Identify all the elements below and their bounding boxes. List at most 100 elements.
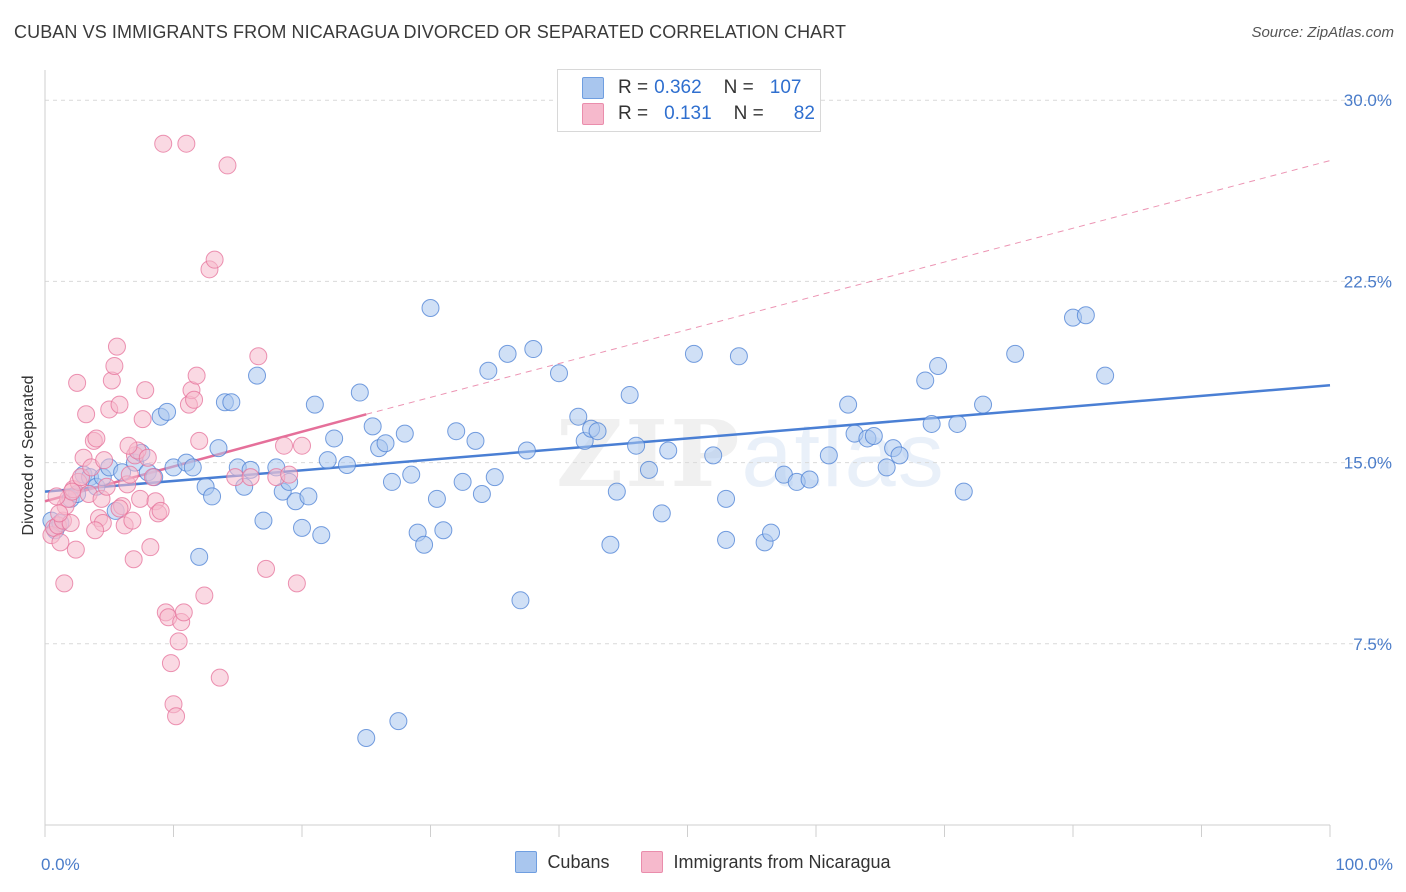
point-nicaragua (169, 632, 188, 651)
point-cubans (447, 422, 466, 441)
point-nicaragua (110, 395, 129, 414)
point-nicaragua (249, 347, 268, 366)
y-tick-label: 15.0% (1344, 454, 1392, 473)
point-cubans (376, 434, 395, 453)
point-nicaragua (120, 465, 139, 484)
point-nicaragua (61, 514, 80, 532)
point-nicaragua (95, 451, 114, 470)
point-nicaragua (51, 533, 70, 552)
point-cubans (652, 504, 671, 523)
trend-extension-nicaragua (366, 160, 1331, 415)
point-cubans (325, 429, 344, 448)
point-cubans (659, 441, 678, 460)
point-cubans (357, 729, 376, 748)
legend-r-label: R = (618, 103, 649, 124)
point-cubans (948, 414, 967, 433)
point-nicaragua (138, 448, 157, 467)
point-cubans (819, 446, 838, 465)
source-label: Source: ZipAtlas.com (1251, 24, 1394, 41)
y-tick-label: 22.5% (1344, 272, 1392, 291)
legend-swatch-cubans (582, 77, 604, 99)
point-cubans (350, 383, 369, 402)
point-cubans (248, 366, 267, 385)
point-nicaragua (136, 381, 155, 400)
trend-lines (44, 160, 1331, 503)
point-cubans (472, 485, 491, 504)
point-nicaragua (257, 559, 276, 578)
gridlines (45, 99, 1390, 645)
point-cubans (929, 356, 948, 375)
point-nicaragua (124, 550, 143, 569)
point-nicaragua (287, 574, 306, 593)
point-nicaragua (293, 436, 311, 455)
point-cubans (684, 344, 703, 363)
point-cubans (498, 344, 517, 363)
point-cubans (717, 489, 736, 508)
point-nicaragua (151, 501, 170, 520)
point-cubans (222, 393, 241, 412)
series-legend-nicaragua: Immigrants from Nicaragua (641, 851, 891, 873)
point-cubans (717, 530, 736, 549)
point-cubans (203, 487, 222, 506)
point-nicaragua (218, 156, 237, 175)
point-cubans (479, 361, 498, 380)
point-cubans (839, 395, 858, 414)
series-label-nicaragua: Immigrants from Nicaragua (673, 851, 891, 872)
point-cubans (389, 712, 408, 731)
y-tick-label: 30.0% (1344, 91, 1392, 110)
point-cubans (363, 417, 382, 436)
point-cubans (916, 371, 935, 390)
chart-title: CUBAN VS IMMIGRANTS FROM NICARAGUA DIVOR… (14, 22, 847, 42)
point-nicaragua (185, 390, 204, 409)
x-tick-label-min: 0.0% (41, 855, 80, 874)
point-nicaragua (105, 356, 124, 375)
legend-n-value: 107 (769, 77, 802, 98)
point-nicaragua (97, 477, 116, 496)
point-nicaragua (133, 410, 152, 429)
point-nicaragua (119, 436, 138, 455)
point-cubans (299, 487, 318, 506)
point-cubans (569, 407, 588, 426)
series-legend-cubans: Cubans (515, 851, 609, 873)
legend-r-value: 0.131 (664, 103, 712, 124)
point-cubans (800, 470, 819, 489)
point-cubans (337, 456, 356, 475)
point-cubans (415, 535, 434, 554)
axis-labels: 7.5% 15.0% 22.5% 30.0% 0.0% 100.0% Divorced or… (20, 91, 1393, 874)
legend-row-nicaragua: R = 0.131 N = 82 (582, 102, 815, 126)
legend-n-value: 82 (793, 103, 815, 124)
legend-swatch-nicaragua (582, 103, 604, 125)
point-cubans (974, 395, 993, 414)
point-nicaragua (210, 668, 229, 687)
point-cubans (639, 460, 658, 479)
point-nicaragua (87, 429, 106, 448)
point-cubans (511, 591, 530, 610)
point-cubans (395, 424, 414, 443)
point-cubans (434, 521, 453, 540)
point-nicaragua (161, 654, 180, 673)
point-cubans (890, 446, 909, 465)
point-nicaragua (123, 511, 142, 530)
point-nicaragua (187, 366, 206, 385)
point-cubans (954, 482, 973, 501)
axes (44, 70, 1331, 837)
point-nicaragua (77, 405, 96, 424)
point-cubans (427, 489, 446, 508)
data-points (42, 134, 1115, 748)
y-tick-label: 7.5% (1353, 635, 1392, 654)
y-axis-label: Divorced or Separated (20, 375, 37, 535)
point-cubans (864, 427, 883, 446)
point-cubans (305, 395, 324, 414)
series-swatch-nicaragua (641, 851, 664, 873)
point-nicaragua (143, 468, 162, 487)
point-cubans (704, 446, 723, 465)
legend-n-label: N = (733, 103, 764, 124)
point-cubans (209, 439, 228, 458)
point-cubans (607, 482, 626, 501)
x-tick-label-max: 100.0% (1335, 855, 1393, 874)
legend-n-label: N = (723, 77, 754, 98)
point-nicaragua (154, 134, 173, 153)
point-cubans (183, 458, 202, 477)
point-cubans (453, 472, 472, 491)
